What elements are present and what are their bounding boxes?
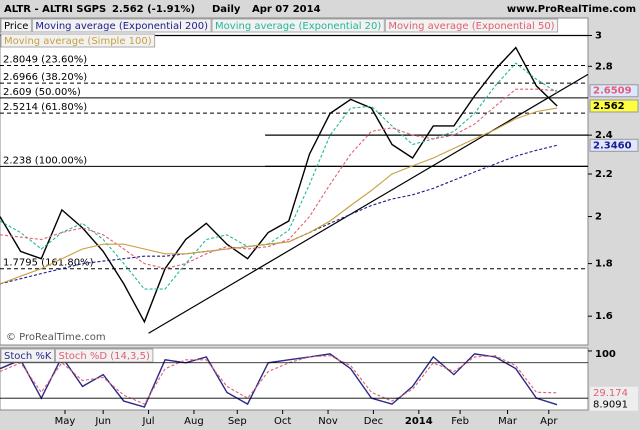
title: ALTR - ALTRI SGPS bbox=[4, 4, 106, 15]
y-tick-label: 2.4 bbox=[595, 130, 613, 141]
x-tick-label: Oct bbox=[274, 416, 291, 427]
price-marker-label: 2.3460 bbox=[593, 140, 632, 151]
legend-entry: Price bbox=[4, 21, 28, 32]
legend-box bbox=[384, 18, 559, 33]
legend-box bbox=[211, 18, 385, 33]
fib-label: 2.6966 (38.20%) bbox=[3, 72, 87, 83]
x-tick-label: Nov bbox=[318, 416, 338, 427]
date: Apr 07 2014 bbox=[252, 4, 321, 15]
legend-box bbox=[0, 348, 55, 363]
fib-label: 2.238 (100.00%) bbox=[3, 155, 87, 166]
x-tick-label: Mar bbox=[498, 416, 518, 427]
legend-entry: Moving average (Exponential 200) bbox=[35, 21, 208, 32]
x-tick-label: Apr bbox=[540, 416, 558, 427]
legend-box bbox=[31, 18, 212, 33]
legend-entry: Moving average (Simple 100) bbox=[4, 36, 152, 47]
series-line bbox=[0, 353, 558, 408]
x-tick-label: May bbox=[55, 416, 76, 427]
legend-entry: Stoch %D (14,3,5) bbox=[58, 351, 149, 362]
series-line bbox=[0, 107, 558, 285]
y-tick-label: 2.2 bbox=[595, 169, 613, 180]
legend-box bbox=[0, 33, 156, 48]
x-tick-label: 2014 bbox=[405, 416, 433, 427]
price-marker-label: 2.6509 bbox=[593, 86, 632, 97]
legend-entry: Stoch %K bbox=[4, 351, 52, 362]
value-marker bbox=[590, 386, 638, 399]
fib-label: 1.7795 (161.80%) bbox=[3, 258, 94, 269]
y-tick-label: 2 bbox=[595, 212, 602, 223]
x-tick-label: Dec bbox=[364, 416, 383, 427]
x-tick-label: Aug bbox=[184, 416, 204, 427]
main-plot bbox=[0, 17, 589, 346]
legend-box bbox=[54, 348, 154, 363]
price-marker-label: 2.562 bbox=[593, 101, 625, 112]
y-tick-label: 100 bbox=[595, 349, 616, 360]
legend-entry: Moving average (Exponential 20) bbox=[215, 21, 381, 32]
price-marker bbox=[589, 138, 639, 152]
x-tick-label: Jul bbox=[142, 416, 155, 427]
watermark: © ProRealTime.com bbox=[6, 332, 106, 343]
price-marker bbox=[589, 99, 639, 113]
y-tick-label: 1.6 bbox=[595, 311, 613, 322]
trendline bbox=[148, 73, 589, 334]
x-tick-label: Feb bbox=[451, 416, 469, 427]
value-marker-label: 29.174 bbox=[593, 388, 628, 399]
x-tick-label: Sep bbox=[228, 416, 247, 427]
fib-label: 2.8049 (23.60%) bbox=[3, 55, 87, 66]
price-marker bbox=[589, 84, 639, 98]
source: www.ProRealTime.com bbox=[507, 4, 636, 15]
series-line bbox=[0, 46, 558, 324]
y-tick-label: 3 bbox=[595, 31, 602, 42]
price: 2.562 (-1.91%) bbox=[112, 4, 195, 15]
y-tick-label: 2.8 bbox=[595, 61, 613, 72]
fib-label: 2.5214 (61.80%) bbox=[3, 102, 87, 113]
value-marker bbox=[590, 398, 638, 411]
x-tick-label: Jun bbox=[94, 416, 111, 427]
period: Daily bbox=[212, 4, 241, 15]
value-marker-label: 8.9091 bbox=[593, 400, 628, 411]
legend-entry: Moving average (Exponential 50) bbox=[388, 21, 554, 32]
fib-label: 2.609 (50.00%) bbox=[3, 87, 81, 98]
series-line bbox=[0, 355, 558, 405]
legend-box bbox=[0, 18, 32, 33]
y-tick-label: 1.8 bbox=[595, 259, 613, 270]
